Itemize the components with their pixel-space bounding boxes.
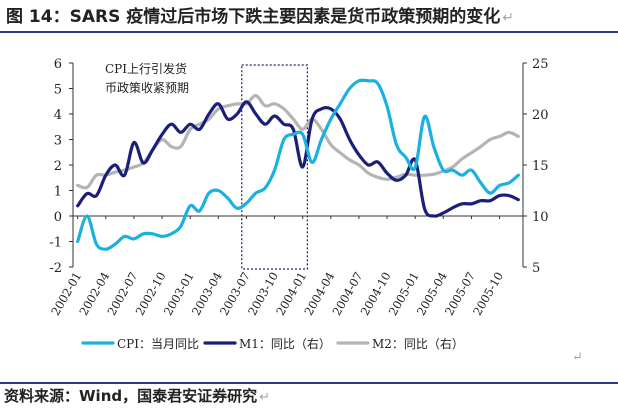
left-tick-label: 6: [54, 57, 62, 72]
left-tick-label: 3: [54, 134, 62, 149]
left-tick-label: 0: [54, 210, 62, 225]
left-tick-label: 4: [54, 108, 62, 123]
x-axis: 2002-012002-042002-072002-102003-012003-…: [48, 215, 523, 318]
left-tick-label: -1: [49, 236, 62, 251]
series-line-1: [76, 100, 520, 218]
annotation-box: [241, 64, 308, 270]
left-tick-label: 5: [54, 83, 62, 98]
return-mark-icon: ↵: [572, 350, 583, 365]
series-line-2: [76, 94, 520, 190]
legend-label-0: CPI：当月同比: [117, 337, 199, 351]
left-tick-label: 1: [54, 185, 62, 200]
source-text: 资料来源：Wind，国泰君安证券研究: [4, 387, 258, 405]
title-rule: [0, 31, 618, 33]
chart-title: 图 14：SARS 疫情过后市场下跌主要因素是货币政策预期的变化 ↵: [6, 4, 612, 30]
left-y-axis: -2 -1 0 1 2 3 4 5 6: [49, 57, 74, 276]
left-tick-label: 2: [54, 159, 62, 174]
right-tick-label: 25: [532, 57, 549, 72]
legend-label-1: M1：同比（右）: [239, 336, 331, 351]
series-line-0: [76, 78, 520, 251]
series-layer: [76, 78, 520, 251]
right-y-axis: 5 10 15 20 25: [522, 57, 549, 276]
right-tick-label: 5: [532, 261, 540, 276]
right-tick-label: 20: [532, 108, 549, 123]
line-chart: -2 -1 0 1 2 3 4 5 6 5 10 15 20 25 2002-012002-042002…: [48, 57, 549, 351]
right-tick-label: 10: [532, 210, 549, 225]
legend: CPI：当月同比 M1：同比（右） M2：同比（右）: [81, 336, 464, 351]
annotation-text-line-2: 币政策收紧预期: [105, 81, 189, 95]
source-return-mark-icon: ↵: [259, 390, 271, 405]
legend-label-2: M2：同比（右）: [372, 336, 464, 351]
right-tick-label: 15: [532, 159, 549, 174]
source-note: 资料来源：Wind，国泰君安证券研究 ↵: [4, 385, 270, 407]
annotation-text-line-1: CPI上行引发货: [105, 61, 187, 76]
title-return-mark-icon: ↵: [502, 10, 514, 26]
left-tick-label: -2: [49, 261, 62, 276]
source-rule: [0, 382, 618, 384]
chart-title-text: 图 14：SARS 疫情过后市场下跌主要因素是货币政策预期的变化: [6, 7, 501, 27]
